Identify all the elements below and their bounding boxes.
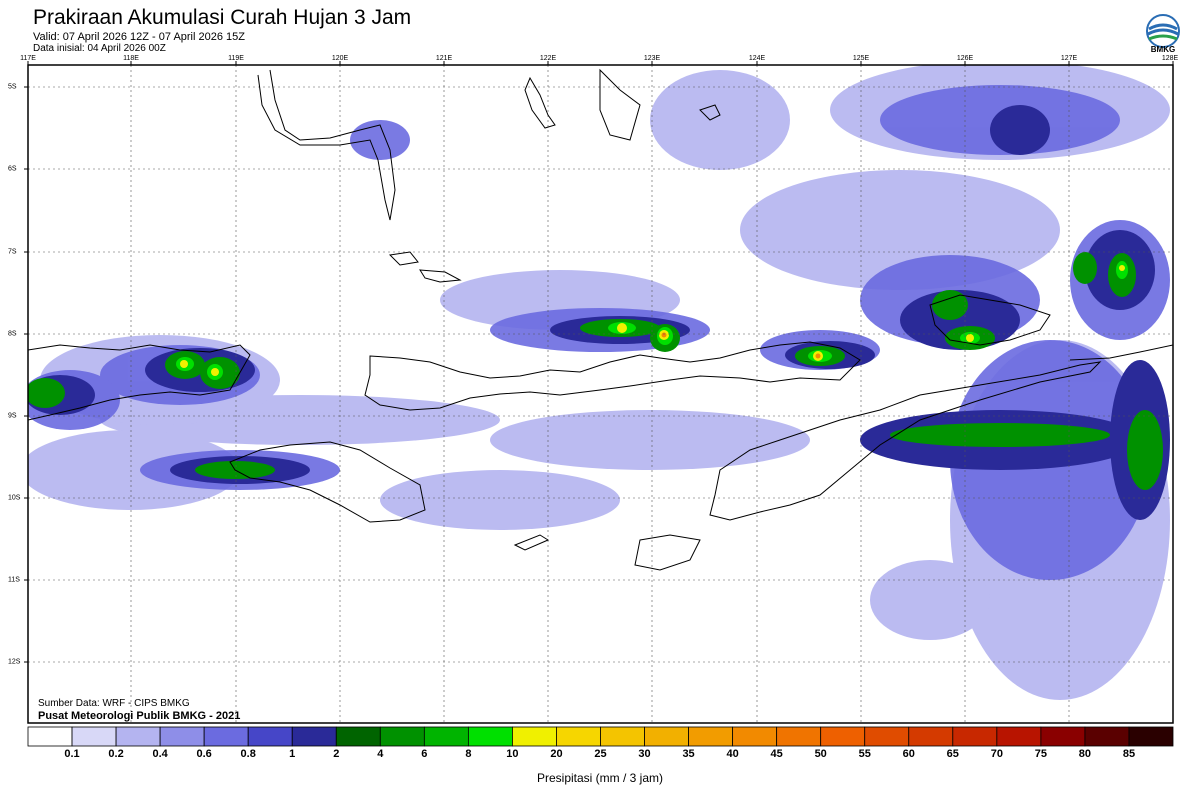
lon-label: 122E — [539, 55, 557, 62]
colorbar-swatch — [423, 726, 469, 747]
colorbar-swatch — [467, 726, 513, 747]
colorbar-swatch — [379, 726, 425, 747]
colorbar-label: 70 — [990, 748, 1003, 760]
colorbar-label: 40 — [726, 748, 739, 760]
colorbar-label: 35 — [682, 748, 695, 760]
lon-label: 121E — [435, 55, 453, 62]
lat-label: 12S — [8, 658, 21, 666]
colorbar-label: 75 — [1034, 748, 1047, 760]
map-title: Prakiraan Akumulasi Curah Hujan 3 Jam — [33, 6, 412, 29]
colorbar-label: 25 — [594, 748, 607, 760]
colorbar-swatch — [908, 726, 954, 747]
colorbar-swatch — [71, 726, 117, 747]
lat-label: 7S — [8, 248, 17, 256]
colorbar-label: 85 — [1122, 748, 1136, 760]
lat-label: 8S — [8, 330, 17, 338]
colorbar-label: 20 — [550, 748, 563, 760]
colorbar-label: 6 — [421, 748, 428, 760]
lon-label: 126E — [956, 55, 974, 62]
lat-label: 9S — [8, 412, 17, 420]
colorbar-label: 30 — [638, 748, 651, 760]
map-frame — [27, 64, 1174, 724]
colorbar-swatch — [1040, 726, 1086, 747]
colorbar-swatch — [159, 726, 205, 747]
lon-label: 128E — [1161, 55, 1179, 62]
colorbar-swatch — [820, 726, 866, 747]
colorbar-label: 1 — [289, 748, 296, 760]
lat-label: 10S — [8, 494, 21, 502]
colorbar-label: 8 — [465, 748, 472, 760]
colorbar-swatch — [732, 726, 778, 747]
colorbar-swatch — [776, 726, 822, 747]
lon-label: 117E — [20, 55, 36, 62]
colorbar-swatch — [1128, 726, 1174, 747]
lat-label: 6S — [8, 165, 17, 173]
initial-data: Data inisial: 04 April 2026 00Z — [33, 43, 166, 54]
colorbar-swatch — [291, 726, 337, 747]
colorbar-label: 55 — [858, 748, 871, 760]
colorbar-swatch — [512, 726, 557, 747]
lon-label: 120E — [331, 55, 349, 62]
colorbar-label: 2 — [333, 748, 340, 760]
data-source: Sumber Data: WRF - CIPS BMKG — [38, 698, 190, 709]
lon-label: 118E — [123, 55, 139, 62]
colorbar-swatch — [688, 726, 734, 747]
valid-time: Valid: 07 April 2026 12Z - 07 April 2026… — [33, 31, 245, 43]
colorbar-label: 10 — [506, 748, 519, 760]
colorbar-label: 65 — [946, 748, 959, 760]
precip-field — [28, 65, 1173, 723]
colorbar-label: 0.2 — [108, 748, 124, 760]
colorbar-title: Presipitasi (mm / 3 jam) — [536, 771, 664, 785]
colorbar-swatch — [952, 726, 998, 747]
logo-text: BMKG — [1150, 45, 1176, 54]
colorbar-swatch — [247, 726, 293, 747]
colorbar-swatch — [600, 726, 645, 747]
lon-label: 119E — [228, 55, 244, 62]
colorbar — [27, 726, 1174, 747]
colorbar-label: 0.4 — [152, 748, 168, 760]
colorbar-label: 4 — [377, 748, 384, 760]
colorbar-label: 45 — [770, 748, 783, 760]
lon-label: 125E — [852, 55, 870, 62]
lon-label: 124E — [748, 55, 766, 62]
colorbar-label: 0.1 — [64, 748, 80, 760]
colorbar-label: 80 — [1078, 748, 1092, 760]
colorbar-swatch — [864, 726, 910, 747]
colorbar-label: 0.8 — [240, 748, 256, 760]
lon-label: 127E — [1060, 55, 1078, 62]
colorbar-label: 0.6 — [196, 748, 212, 760]
colorbar-label: 60 — [902, 748, 915, 760]
colorbar-swatch — [203, 726, 249, 747]
bmkg-logo-icon — [1146, 14, 1180, 48]
colorbar-swatch — [644, 726, 689, 747]
colorbar-label: 50 — [814, 748, 827, 760]
colorbar-swatch — [115, 726, 161, 747]
colorbar-swatch — [1084, 726, 1130, 747]
lon-label: 123E — [643, 55, 661, 62]
colorbar-swatch — [996, 726, 1042, 747]
agency-credit: Pusat Meteorologi Publik BMKG - 2021 — [38, 710, 241, 722]
lat-label: 5S — [8, 83, 17, 91]
lat-label: 11S — [8, 576, 20, 584]
colorbar-swatch — [27, 726, 73, 747]
coastlines — [28, 68, 1173, 571]
colorbar-swatch — [556, 726, 601, 747]
colorbar-swatch — [335, 726, 381, 747]
